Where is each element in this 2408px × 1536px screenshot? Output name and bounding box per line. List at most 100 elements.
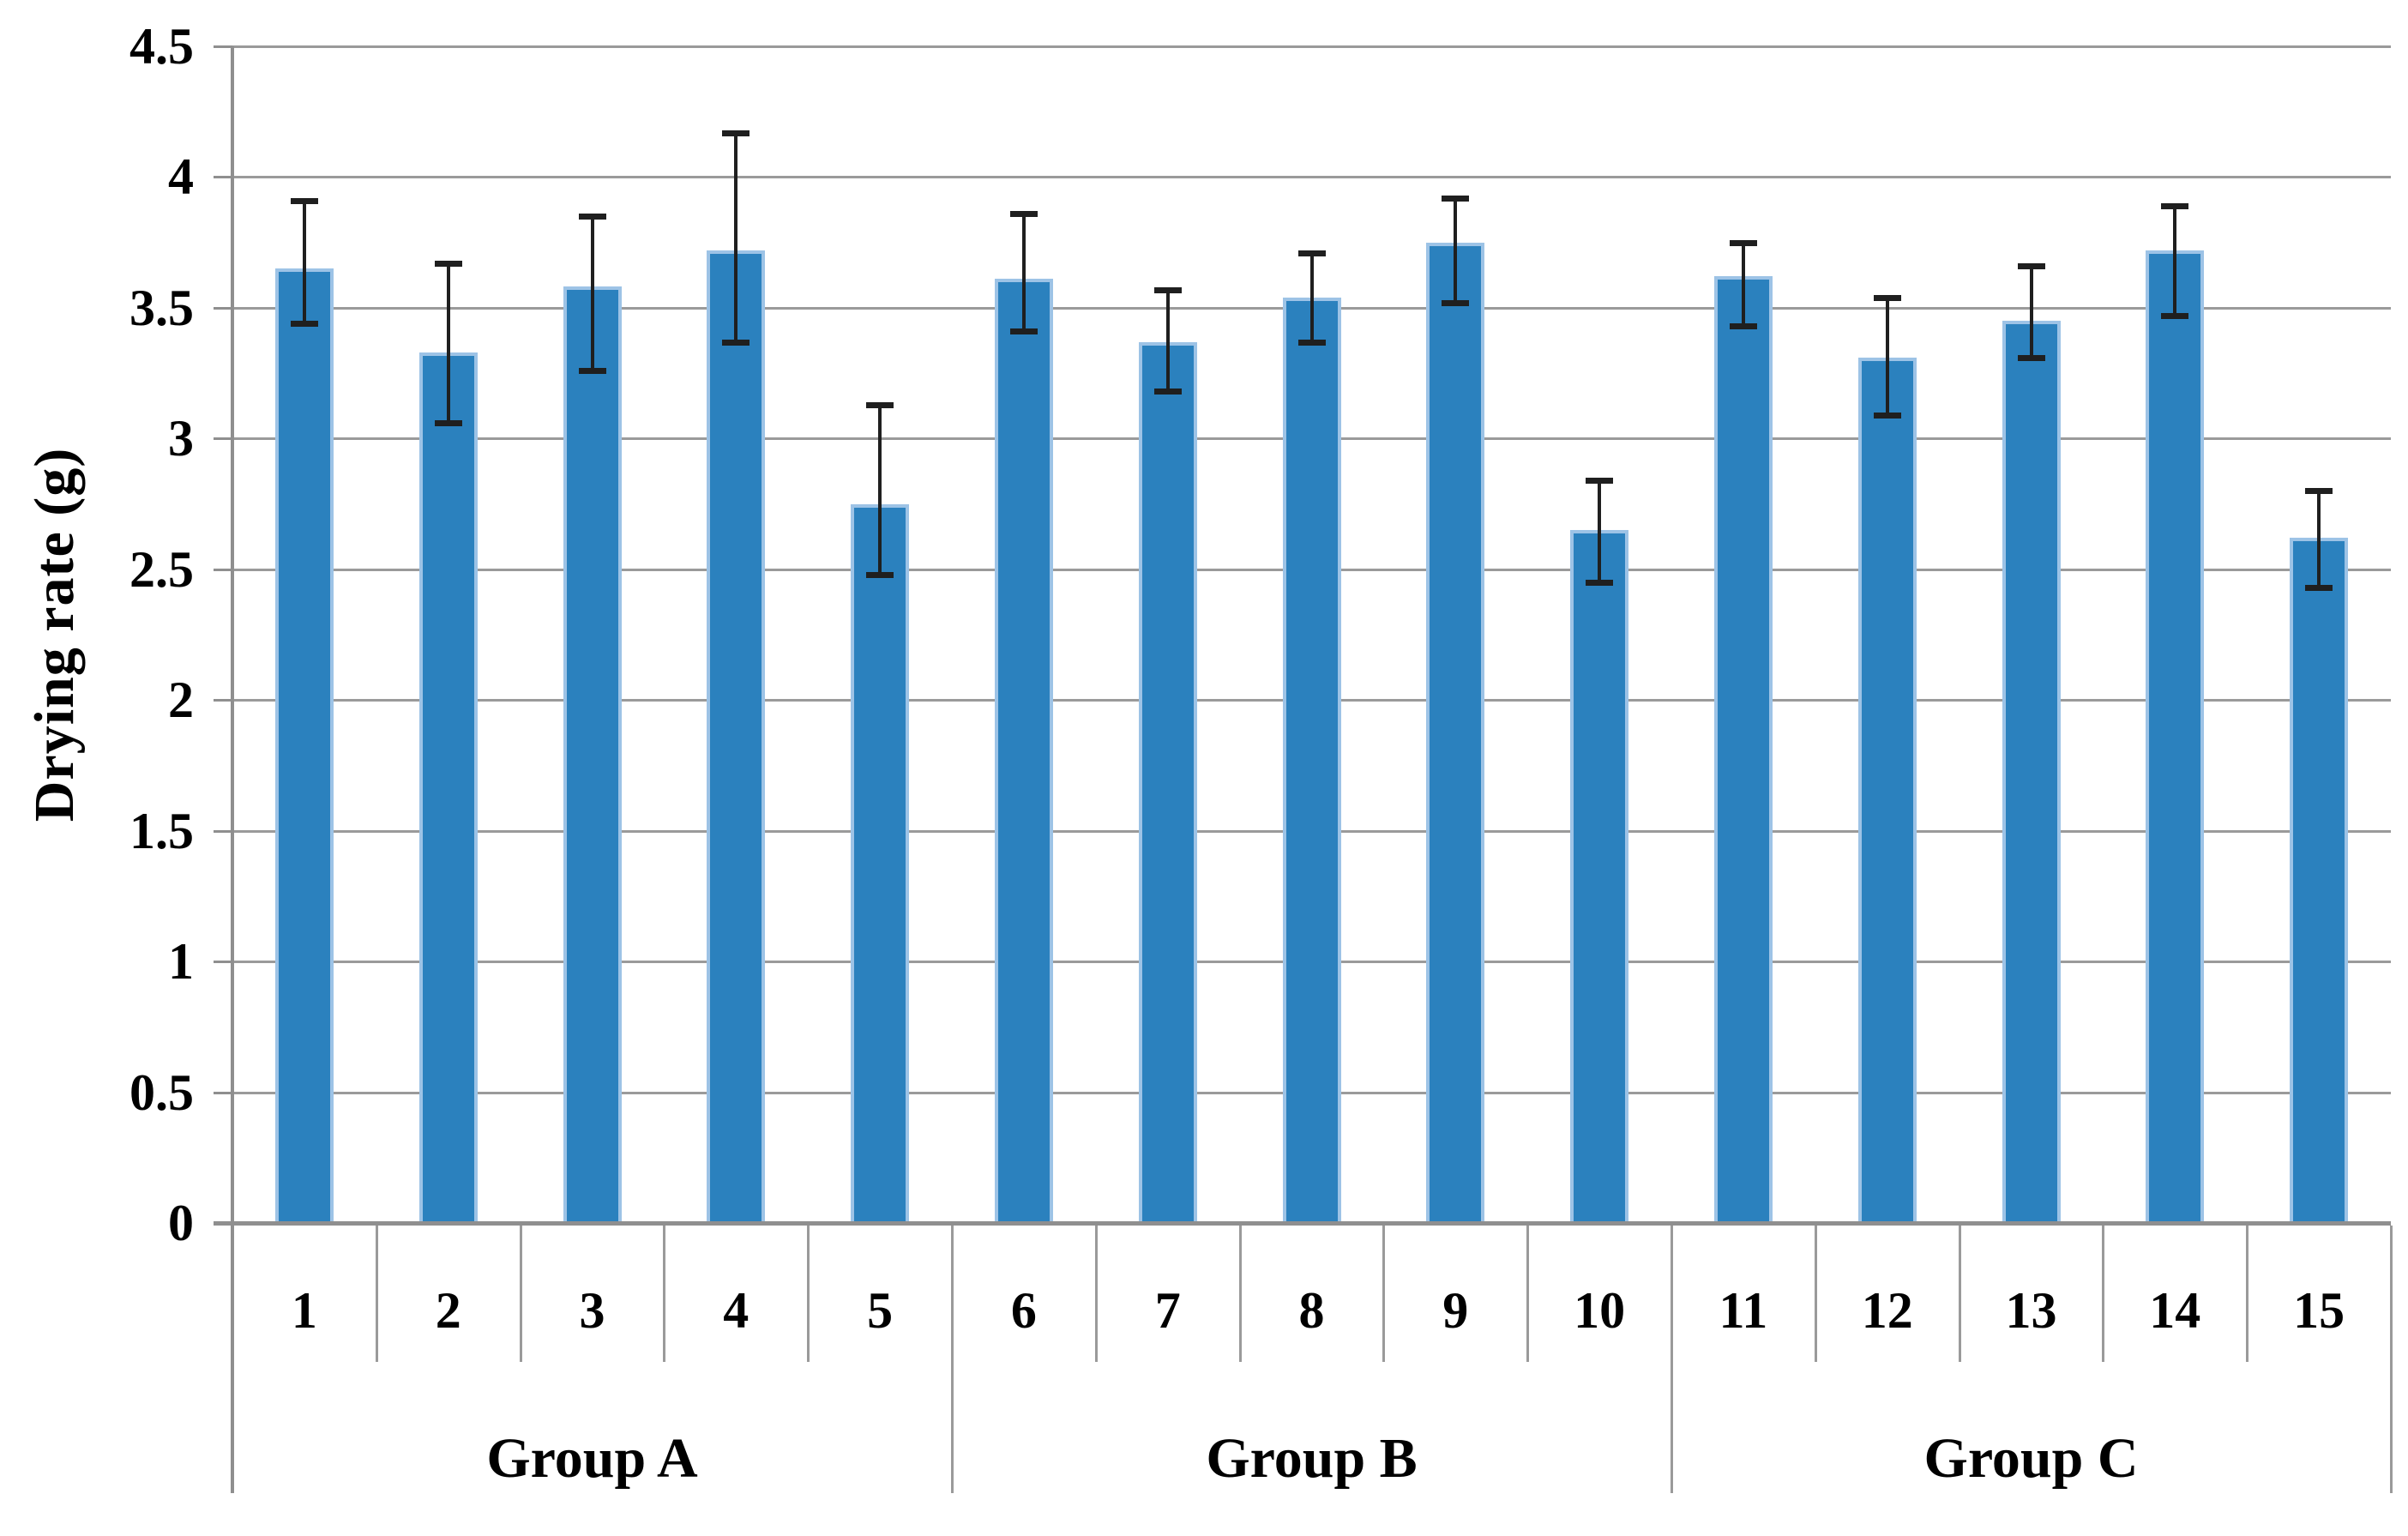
gridline bbox=[232, 176, 2391, 179]
error-bar-cap-top bbox=[290, 197, 318, 204]
error-bar-cap-bottom bbox=[722, 339, 750, 346]
error-bar-cap-top bbox=[1586, 478, 1614, 485]
y-tick-mark bbox=[214, 45, 232, 48]
category-separator bbox=[1526, 1226, 1530, 1362]
y-tick-mark bbox=[214, 829, 232, 833]
error-bar-line bbox=[2029, 266, 2033, 358]
error-bar-cap-top bbox=[1297, 250, 1326, 256]
y-tick-label: 2 bbox=[168, 672, 194, 729]
error-bar-line bbox=[2317, 491, 2321, 588]
group-label: Group C bbox=[1923, 1427, 2139, 1490]
y-tick-label: 2.5 bbox=[129, 540, 194, 598]
error-bar-cap-top bbox=[434, 261, 462, 268]
bar bbox=[2002, 321, 2061, 1223]
bar bbox=[2290, 538, 2349, 1223]
category-label: 10 bbox=[1574, 1282, 1626, 1339]
y-tick-label: 1.5 bbox=[129, 802, 194, 859]
error-bar-cap-top bbox=[1153, 286, 1182, 293]
group-label: Group A bbox=[486, 1427, 698, 1490]
error-bar-cap-bottom bbox=[1009, 328, 1038, 335]
error-bar-line bbox=[302, 200, 306, 324]
error-bar-cap-top bbox=[2305, 488, 2333, 495]
category-label: 1 bbox=[291, 1282, 317, 1339]
error-bar-cap-bottom bbox=[1729, 323, 1757, 330]
error-bar-cap-top bbox=[2017, 263, 2045, 270]
category-separator bbox=[2246, 1226, 2249, 1362]
category-label: 8 bbox=[1298, 1282, 1325, 1339]
category-separator bbox=[1814, 1226, 1817, 1362]
group-label: Group B bbox=[1206, 1427, 1418, 1490]
y-tick-mark bbox=[214, 699, 232, 702]
error-bar-cap-top bbox=[866, 401, 894, 408]
error-bar-cap-bottom bbox=[2161, 313, 2189, 320]
category-separator bbox=[1238, 1226, 1242, 1362]
error-bar-cap-top bbox=[578, 214, 606, 220]
error-bar-line bbox=[1741, 242, 1745, 327]
bar bbox=[851, 503, 910, 1223]
bar bbox=[2146, 250, 2205, 1223]
error-bar-line bbox=[878, 404, 882, 575]
error-bar-cap-bottom bbox=[1442, 299, 1470, 306]
error-bar-line bbox=[1454, 197, 1458, 303]
error-bar-line bbox=[2173, 205, 2177, 316]
y-tick-mark bbox=[214, 176, 232, 179]
error-bar-cap-top bbox=[1729, 239, 1757, 246]
y-tick-label: 4 bbox=[168, 148, 194, 206]
y-tick-label: 1 bbox=[168, 933, 194, 991]
error-bar-cap-bottom bbox=[434, 420, 462, 427]
category-separator bbox=[1382, 1226, 1386, 1362]
error-bar-line bbox=[590, 216, 594, 371]
category-label: 15 bbox=[2293, 1282, 2345, 1339]
error-bar-cap-bottom bbox=[1297, 339, 1326, 346]
group-separator bbox=[2390, 1226, 2393, 1493]
category-separator bbox=[519, 1226, 522, 1362]
gridline bbox=[232, 45, 2391, 48]
y-tick-label: 0 bbox=[168, 1195, 194, 1251]
error-bar-line bbox=[446, 263, 450, 424]
group-separator bbox=[1671, 1226, 1673, 1493]
bar bbox=[1138, 341, 1197, 1223]
y-axis-line bbox=[231, 46, 234, 1493]
y-tick-label: 3.5 bbox=[129, 279, 194, 336]
y-tick-mark bbox=[214, 961, 232, 964]
y-tick-label: 3 bbox=[168, 410, 194, 467]
error-bar-cap-top bbox=[1873, 294, 1901, 301]
category-label: 2 bbox=[435, 1282, 461, 1339]
category-separator bbox=[663, 1226, 666, 1362]
error-bar-line bbox=[1021, 214, 1026, 332]
error-bar-cap-bottom bbox=[1586, 580, 1614, 587]
y-tick-mark bbox=[214, 306, 232, 310]
bar bbox=[1857, 357, 1917, 1223]
error-bar-cap-bottom bbox=[2305, 585, 2333, 592]
error-bar-cap-bottom bbox=[290, 321, 318, 328]
bar bbox=[994, 279, 1053, 1223]
category-label: 4 bbox=[723, 1282, 749, 1339]
category-label: 12 bbox=[1861, 1282, 1913, 1339]
category-separator bbox=[2102, 1226, 2105, 1362]
bar bbox=[1282, 297, 1341, 1223]
error-bar-line bbox=[1598, 480, 1602, 583]
y-tick-label: 4.5 bbox=[129, 18, 194, 75]
bar bbox=[1570, 530, 1629, 1223]
category-label: 7 bbox=[1154, 1282, 1181, 1339]
category-label: 6 bbox=[1010, 1282, 1037, 1339]
bar bbox=[418, 352, 478, 1223]
error-bar-cap-bottom bbox=[1873, 412, 1901, 419]
error-bar-cap-top bbox=[2161, 202, 2189, 209]
y-tick-mark bbox=[214, 568, 232, 571]
y-tick-mark bbox=[214, 1091, 232, 1094]
bar bbox=[707, 250, 766, 1223]
group-separator bbox=[951, 1226, 954, 1493]
category-separator bbox=[807, 1226, 810, 1362]
error-bar-line bbox=[1309, 252, 1314, 342]
error-bar-line bbox=[1165, 289, 1170, 392]
error-bar-cap-bottom bbox=[1153, 389, 1182, 395]
error-bar-cap-top bbox=[1009, 211, 1038, 218]
bar bbox=[274, 268, 334, 1223]
error-bar-cap-bottom bbox=[578, 368, 606, 375]
category-separator bbox=[1094, 1226, 1098, 1362]
error-bar-line bbox=[734, 132, 738, 342]
category-separator bbox=[1958, 1226, 1961, 1362]
